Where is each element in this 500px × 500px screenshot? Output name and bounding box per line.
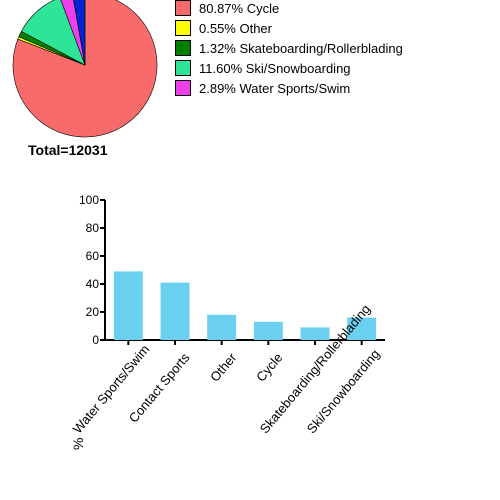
- legend-row: 1.32% Skateboarding/Rollerblading: [175, 40, 403, 56]
- y-tick-label: 100: [69, 193, 99, 207]
- bar: [301, 327, 330, 340]
- legend-label: 80.87% Cycle: [199, 1, 279, 16]
- bar: [114, 271, 143, 340]
- bar-chart: [50, 190, 410, 360]
- legend-row: 11.60% Ski/Snowboarding: [175, 60, 403, 76]
- legend-row: 2.89% Water Sports/Swim: [175, 80, 403, 96]
- legend-row: 0.55% Other: [175, 20, 403, 36]
- legend-swatch: [175, 60, 191, 76]
- legend-swatch: [175, 80, 191, 96]
- pie-chart: [10, 0, 160, 140]
- pie-legend: 80.87% Cycle 0.55% Other 1.32% Skateboardi…: [175, 0, 403, 100]
- legend-label: 11.60% Ski/Snowboarding: [199, 61, 351, 76]
- y-tick-label: 20: [69, 305, 99, 319]
- bar-chart-panel: % 020406080100 Water Sports/SwimContact …: [50, 190, 410, 480]
- bar: [161, 283, 190, 340]
- legend-swatch: [175, 0, 191, 16]
- bar: [207, 315, 236, 340]
- y-tick-label: 0: [69, 333, 99, 347]
- y-tick-label: 60: [69, 249, 99, 263]
- bar-y-axis-label: %: [70, 438, 86, 450]
- pie-total-label: Total=12031: [28, 142, 108, 158]
- bar: [254, 322, 283, 340]
- legend-swatch: [175, 40, 191, 56]
- legend-label: 0.55% Other: [199, 21, 272, 36]
- legend-row: 80.87% Cycle: [175, 0, 403, 16]
- legend-swatch: [175, 20, 191, 36]
- pie-chart-panel: Total=12031 80.87% Cycle 0.55% Other 1.32%…: [0, 0, 500, 170]
- y-tick-label: 80: [69, 221, 99, 235]
- y-tick-label: 40: [69, 277, 99, 291]
- legend-label: 2.89% Water Sports/Swim: [199, 81, 350, 96]
- legend-label: 1.32% Skateboarding/Rollerblading: [199, 41, 403, 56]
